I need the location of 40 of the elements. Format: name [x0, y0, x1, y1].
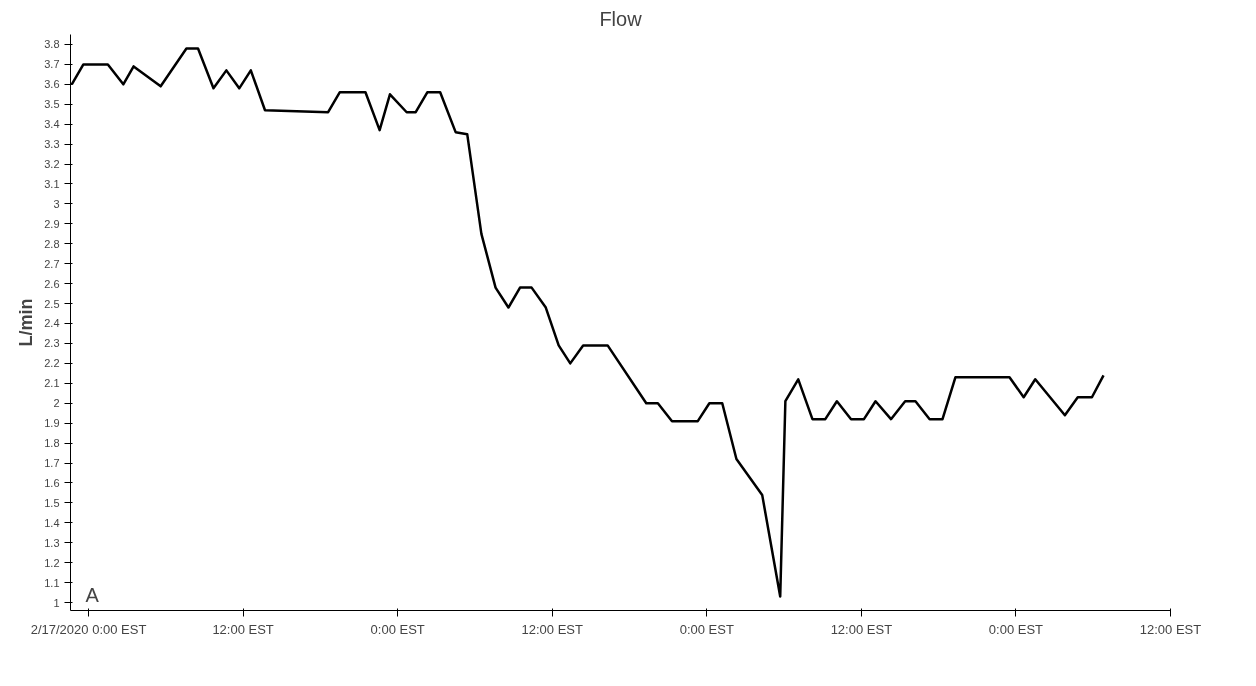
x-tick-label: 2/17/2020 0:00 EST: [30, 621, 147, 637]
x-tick-label: 12:00 EST: [1139, 621, 1202, 637]
y-tick-label: 1.1: [44, 576, 60, 589]
y-tick-label: 2.6: [44, 277, 60, 290]
y-tick-label: 3: [53, 197, 60, 210]
y-tick-label: 3.3: [44, 138, 60, 151]
y-tick-label: 3.6: [44, 78, 60, 91]
y-tick-label: 2.7: [44, 257, 60, 270]
y-tick-label: 2.5: [44, 297, 60, 310]
y-tick-label: 3.5: [44, 98, 60, 111]
y-tick-label: 2: [53, 397, 60, 410]
y-tick-label: 3.8: [44, 38, 60, 51]
x-tick-label: 0:00 EST: [370, 621, 425, 637]
annotation: A: [85, 583, 100, 606]
y-tick-label: 2.8: [44, 237, 60, 250]
x-tick-label: 0:00 EST: [988, 621, 1044, 637]
y-tick-label: 3.7: [44, 58, 60, 71]
y-tick-label: 1.7: [44, 457, 60, 470]
y-tick-label: 2.4: [44, 317, 60, 330]
chart-title: Flow: [599, 7, 643, 30]
y-tick-label: 1: [53, 596, 60, 609]
y-tick-label: 1.3: [44, 536, 60, 549]
y-tick-label: 1.5: [44, 496, 60, 509]
x-tick-label: 12:00 EST: [830, 621, 893, 637]
y-tick-label: 3.1: [44, 177, 60, 190]
y-tick-label: 3.4: [44, 118, 60, 131]
y-tick-label: 2.3: [44, 337, 60, 350]
x-tick-label: 12:00 EST: [212, 621, 274, 637]
y-axis-title: L/min: [16, 298, 37, 347]
y-tick-label: 1.4: [44, 516, 60, 529]
y-tick-label: 1.8: [44, 437, 60, 450]
y-tick-label: 2.2: [44, 357, 60, 370]
y-tick-label: 1.9: [44, 417, 60, 430]
y-tick-label: 1.2: [44, 556, 60, 569]
y-tick-label: 1.6: [44, 476, 60, 489]
y-tick-label: 2.9: [44, 217, 60, 230]
y-tick-label: 2.1: [44, 377, 60, 390]
x-tick-label: 12:00 EST: [521, 621, 584, 637]
y-tick-label: 3.2: [44, 158, 60, 171]
x-tick-label: 0:00 EST: [679, 621, 734, 637]
